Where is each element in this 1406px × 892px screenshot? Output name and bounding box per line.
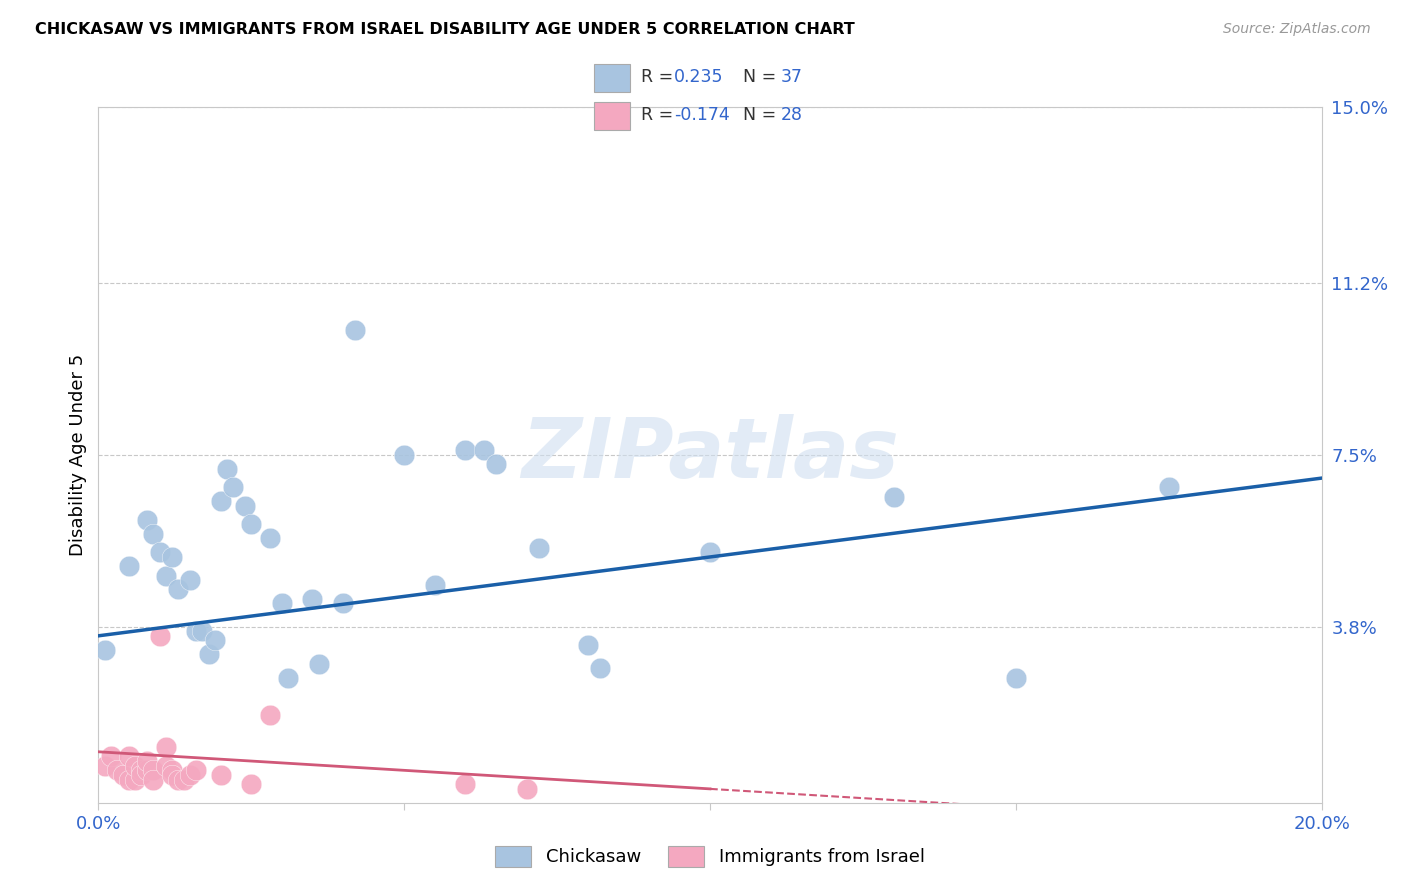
- Text: -0.174: -0.174: [673, 105, 730, 123]
- Point: [179, 768, 201, 782]
- Point: [527, 541, 550, 555]
- Point: [332, 596, 354, 610]
- Point: [454, 443, 477, 458]
- Point: [93, 758, 115, 772]
- Point: [191, 624, 214, 639]
- Text: N =: N =: [742, 105, 782, 123]
- Point: [155, 758, 177, 772]
- Point: [118, 559, 141, 574]
- Point: [142, 764, 165, 778]
- Point: [160, 549, 183, 564]
- Point: [209, 768, 232, 782]
- Text: ZIPatlas: ZIPatlas: [522, 415, 898, 495]
- Point: [124, 758, 146, 772]
- Point: [197, 648, 219, 662]
- Text: CHICKASAW VS IMMIGRANTS FROM ISRAEL DISABILITY AGE UNDER 5 CORRELATION CHART: CHICKASAW VS IMMIGRANTS FROM ISRAEL DISA…: [35, 22, 855, 37]
- Text: 37: 37: [780, 69, 803, 87]
- Point: [259, 532, 281, 546]
- Point: [142, 772, 165, 787]
- Point: [173, 772, 195, 787]
- Point: [204, 633, 226, 648]
- Text: 0.235: 0.235: [673, 69, 724, 87]
- Point: [259, 707, 281, 722]
- Point: [215, 462, 238, 476]
- Point: [149, 545, 172, 559]
- Text: 28: 28: [780, 105, 803, 123]
- Point: [111, 768, 134, 782]
- Point: [699, 545, 721, 559]
- Point: [93, 642, 115, 657]
- Point: [136, 764, 159, 778]
- Point: [129, 764, 152, 778]
- Point: [167, 772, 190, 787]
- Point: [472, 443, 495, 458]
- Point: [100, 749, 122, 764]
- Bar: [595, 102, 630, 130]
- Text: R =: R =: [641, 69, 679, 87]
- Point: [883, 490, 905, 504]
- Point: [240, 777, 263, 791]
- Point: [186, 624, 208, 639]
- Point: [233, 499, 256, 513]
- Point: [179, 573, 201, 587]
- Point: [167, 582, 190, 597]
- Point: [186, 764, 208, 778]
- Point: [485, 457, 508, 471]
- Point: [155, 568, 177, 582]
- Point: [423, 578, 446, 592]
- Point: [576, 638, 599, 652]
- Point: [129, 768, 152, 782]
- Text: R =: R =: [641, 105, 679, 123]
- Bar: [595, 63, 630, 92]
- Point: [392, 448, 416, 462]
- Point: [124, 772, 146, 787]
- Point: [1004, 671, 1026, 685]
- Point: [160, 764, 183, 778]
- Point: [160, 768, 183, 782]
- Point: [301, 591, 323, 606]
- Point: [149, 629, 172, 643]
- Y-axis label: Disability Age Under 5: Disability Age Under 5: [69, 354, 87, 556]
- Text: Source: ZipAtlas.com: Source: ZipAtlas.com: [1223, 22, 1371, 37]
- Point: [344, 323, 367, 337]
- Point: [136, 754, 159, 768]
- Point: [118, 772, 141, 787]
- Point: [222, 480, 245, 494]
- Point: [1157, 480, 1180, 494]
- Point: [270, 596, 292, 610]
- Point: [136, 513, 159, 527]
- Text: N =: N =: [742, 69, 782, 87]
- Point: [209, 494, 232, 508]
- Legend: Chickasaw, Immigrants from Israel: Chickasaw, Immigrants from Israel: [488, 838, 932, 874]
- Point: [118, 749, 141, 764]
- Point: [142, 526, 165, 541]
- Point: [454, 777, 477, 791]
- Point: [308, 657, 330, 671]
- Point: [240, 517, 263, 532]
- Point: [277, 671, 299, 685]
- Point: [516, 781, 538, 796]
- Point: [105, 764, 128, 778]
- Point: [155, 740, 177, 755]
- Point: [589, 661, 612, 675]
